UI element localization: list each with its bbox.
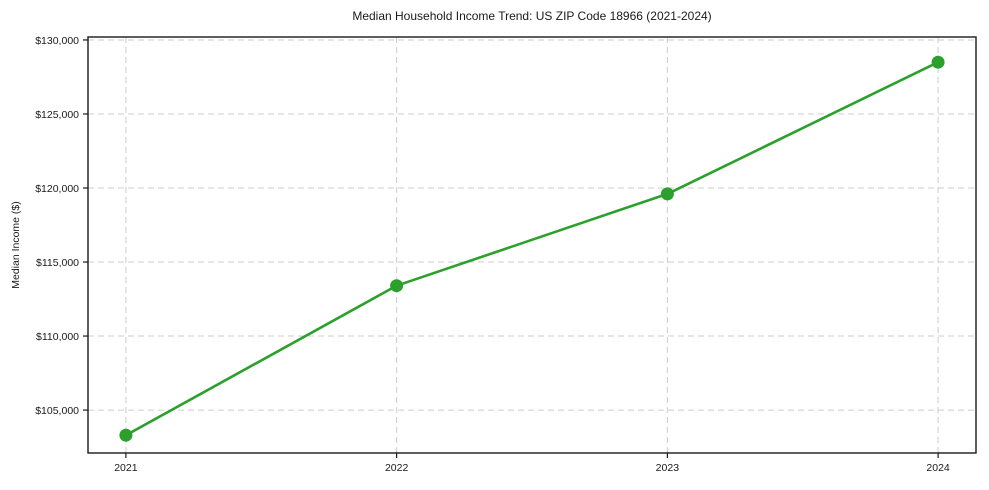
y-tick-label: $125,000 — [35, 109, 79, 121]
x-tick-label: 2024 — [926, 462, 950, 474]
y-tick-label: $120,000 — [35, 183, 79, 195]
axis-ticks: $105,000 $110,000 $115,000 $120,000 $125,000… — [35, 35, 950, 474]
x-tick-label: 2022 — [385, 462, 409, 474]
y-tick-label: $130,000 — [35, 35, 79, 47]
trend-line — [124, 60, 940, 437]
x-tick-label: 2021 — [114, 462, 138, 474]
gridlines — [88, 37, 976, 453]
plot-border — [87, 36, 977, 454]
y-tick-label: $115,000 — [36, 257, 79, 269]
x-tick-label: 2023 — [656, 462, 680, 474]
y-tick-label: $110,000 — [36, 331, 79, 343]
chart-title: Median Household Income Trend: US ZIP Co… — [352, 9, 712, 23]
data-point-2022 — [390, 279, 404, 293]
data-point-2021 — [119, 428, 133, 442]
data-point-2024 — [931, 55, 945, 69]
data-point-2023 — [660, 187, 674, 201]
y-tick-label: $105,000 — [35, 405, 79, 417]
